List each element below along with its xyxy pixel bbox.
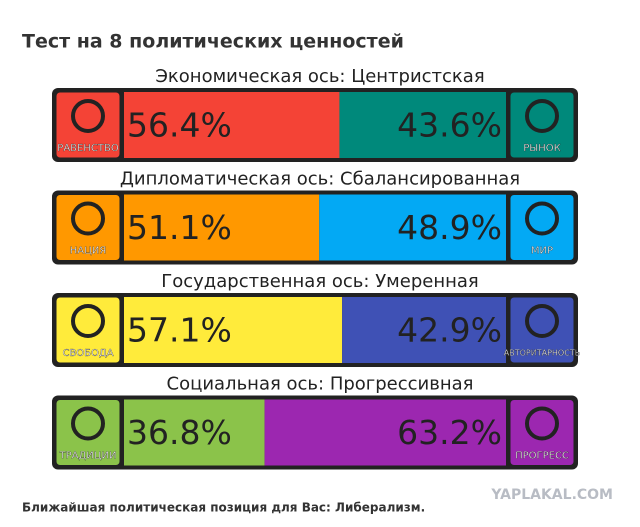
icon-box	[507, 89, 577, 161]
icon-label: ПРОГРЕСС	[515, 451, 569, 462]
icon-label: АВТОРИТАРНОСТЬ	[504, 349, 580, 358]
icon-label: ТРАДИЦИИ	[59, 451, 117, 462]
footer-text: Ближайшая политическая позиция для Вас: …	[22, 501, 425, 515]
icon	[525, 99, 559, 133]
left-value: 56.4%	[127, 106, 232, 145]
right-segment	[342, 297, 506, 363]
axis-label: Дипломатическая ось: Сбалансированная	[120, 169, 520, 190]
icon	[525, 201, 559, 236]
icon	[71, 304, 105, 338]
icon-label: МИР	[531, 246, 553, 257]
icon-box	[53, 397, 123, 468]
right-value: 63.2%	[397, 413, 502, 452]
icon-box	[53, 192, 123, 263]
left-segment	[124, 92, 340, 158]
right-segment	[319, 194, 506, 261]
left-segment	[124, 194, 320, 261]
axis-label: Экономическая ось: Центристская	[155, 66, 484, 87]
icon-label: РЫНОК	[523, 143, 560, 154]
right-value: 48.9%	[397, 208, 502, 247]
icon-box	[507, 192, 577, 263]
icon	[525, 406, 559, 441]
icon-box	[53, 294, 123, 366]
icon	[71, 406, 105, 441]
icon-box	[507, 397, 577, 468]
right-segment	[264, 399, 506, 466]
icon	[71, 201, 105, 236]
icon	[525, 304, 559, 338]
right-segment	[339, 92, 506, 158]
right-value: 42.9%	[397, 311, 502, 350]
watermark: YAPLAKAL.COM	[490, 487, 613, 503]
icon-label: НАЦИЯ	[70, 246, 107, 257]
left-value: 36.8%	[127, 413, 232, 452]
icon-box	[507, 294, 577, 366]
left-segment	[124, 399, 265, 466]
right-value: 43.6%	[397, 106, 502, 145]
title: Тест на 8 политических ценностей	[22, 31, 404, 53]
icon	[71, 99, 105, 133]
axis-label: Государственная ось: Умеренная	[161, 271, 478, 292]
icon-box	[53, 89, 123, 161]
icon-label: РАВЕНСТВО	[57, 143, 119, 154]
icon-label: СВОБОДА	[62, 348, 113, 359]
left-value: 57.1%	[127, 311, 232, 350]
left-value: 51.1%	[127, 208, 232, 247]
axis-label: Социальная ось: Прогрессивная	[167, 374, 474, 395]
left-segment	[124, 297, 343, 363]
